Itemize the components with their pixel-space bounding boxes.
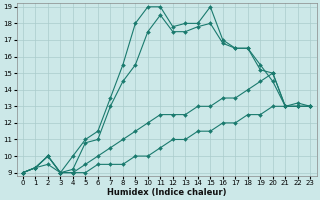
X-axis label: Humidex (Indice chaleur): Humidex (Indice chaleur): [107, 188, 226, 197]
